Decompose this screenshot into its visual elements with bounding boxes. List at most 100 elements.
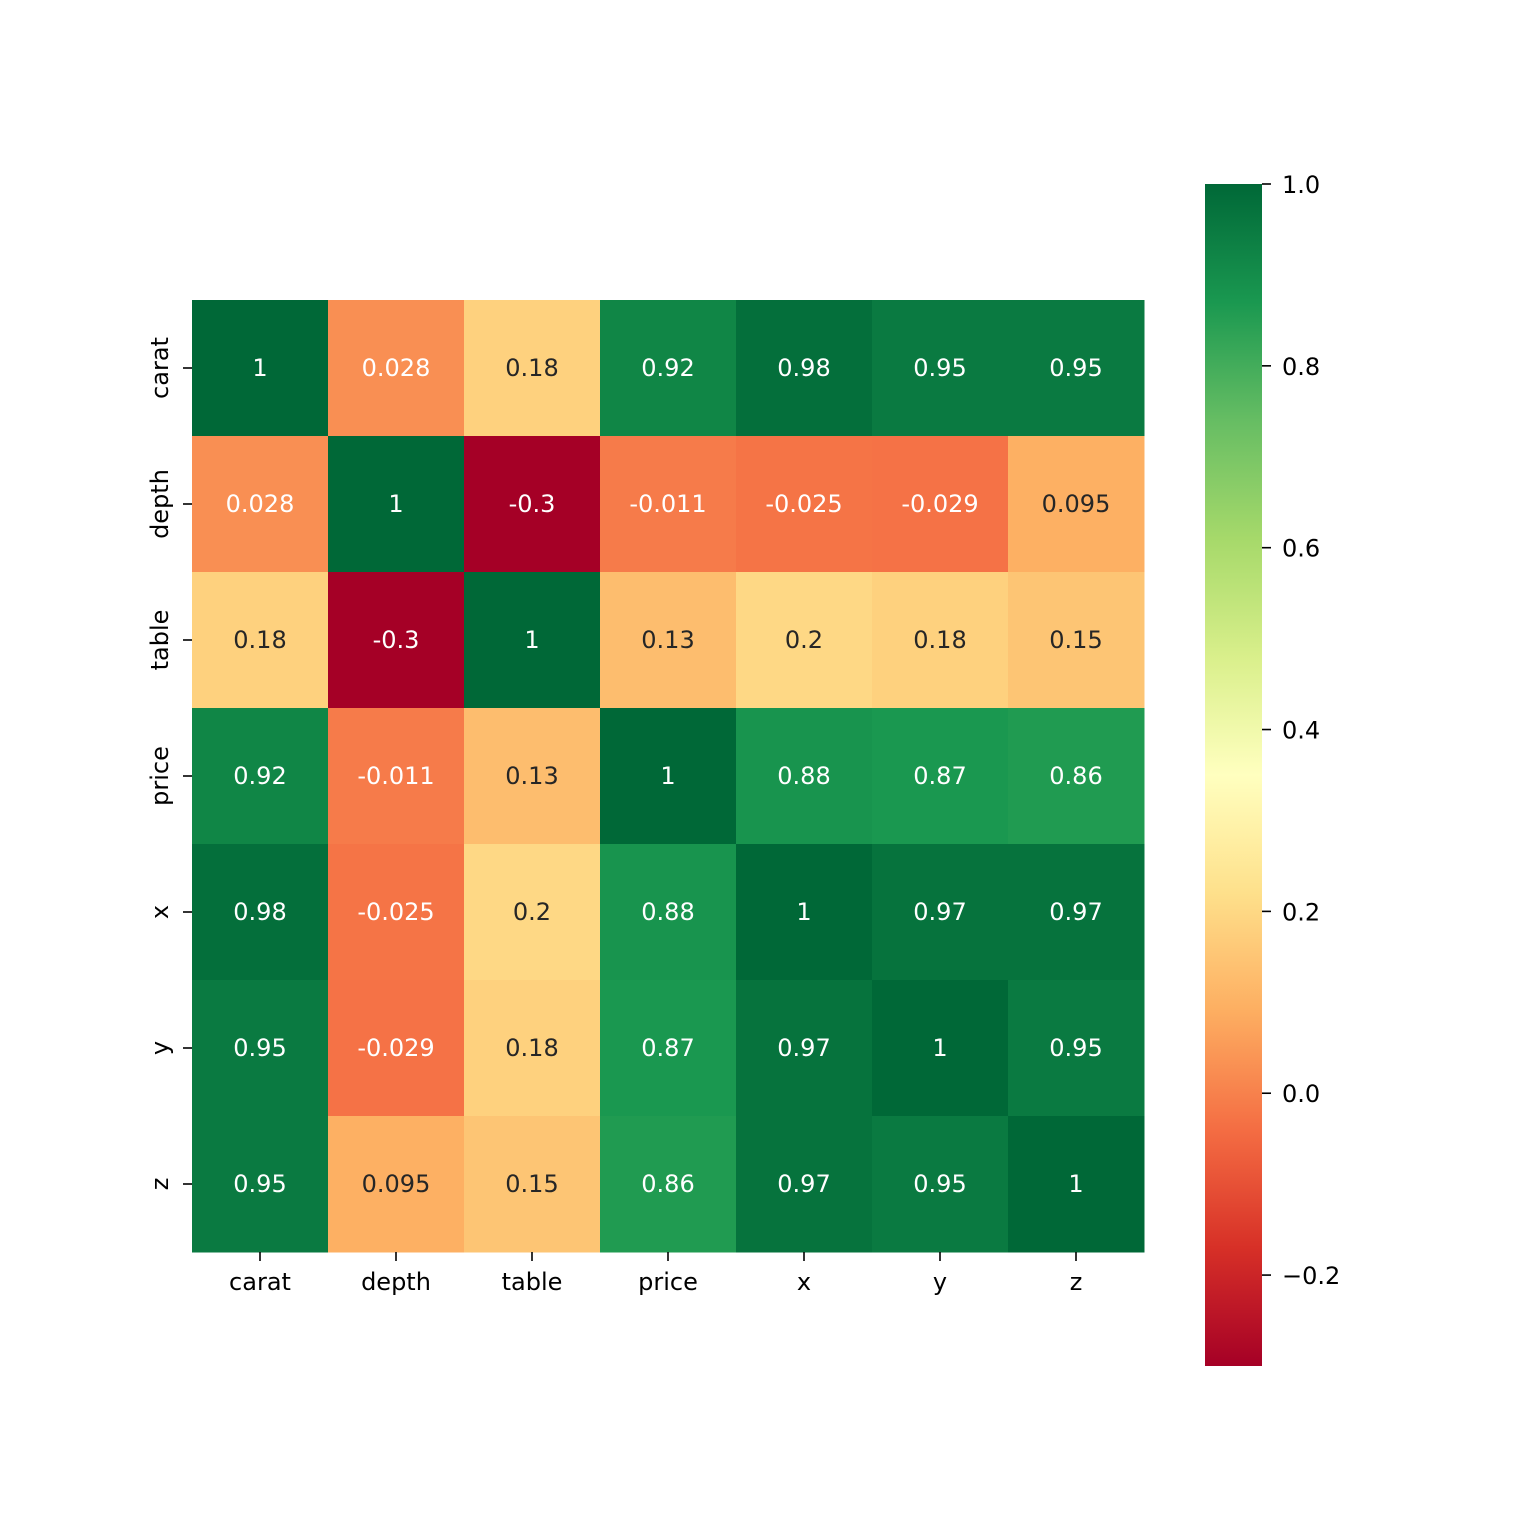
heatmap-cell	[1008, 708, 1145, 845]
cell-annotation: 0.2	[785, 626, 823, 654]
cell-annotation: 0.87	[641, 1034, 694, 1062]
heatmap-cell	[1008, 980, 1145, 1117]
cell-annotation: 0.95	[233, 1170, 286, 1198]
cell-annotations: 1 0.028 0.18 0.92 0.98 0.95 0.95 0.028 1 -0.3 -0.0…	[226, 354, 1111, 1198]
cell-annotation: 0.13	[641, 626, 694, 654]
heatmap-cell	[736, 980, 873, 1117]
cell-annotation: 1	[388, 490, 403, 518]
heatmap-cell	[328, 844, 465, 981]
heatmap-cell	[1008, 1116, 1145, 1253]
heatmap-cell	[736, 1116, 873, 1253]
y-tick-label: x	[146, 905, 174, 919]
colorbar-tick-label: 0.8	[1282, 353, 1320, 381]
cell-annotation: 0.92	[233, 762, 286, 790]
heatmap-cell	[464, 300, 601, 437]
cell-annotation: 0.97	[777, 1034, 830, 1062]
heatmap-cell	[192, 708, 329, 845]
heatmap-cell	[872, 1116, 1009, 1253]
cell-annotation: 0.95	[913, 354, 966, 382]
x-tick-label: table	[502, 1268, 563, 1296]
cell-annotation: 0.13	[505, 762, 558, 790]
heatmap-cell	[600, 300, 737, 437]
heatmap-cell	[872, 436, 1009, 573]
heatmap-cell	[872, 572, 1009, 709]
cell-annotation: -0.3	[509, 490, 556, 518]
cell-annotation: -0.029	[901, 490, 978, 518]
heatmap-cell	[1008, 436, 1145, 573]
colorbar-gradient	[1205, 184, 1262, 1366]
cell-annotation: 0.18	[913, 626, 966, 654]
cell-annotation: 0.18	[233, 626, 286, 654]
heatmap-cell	[192, 300, 329, 437]
colorbar: 1.0 0.8 0.6 0.4 0.2 0.0 −0.2	[1205, 171, 1340, 1366]
cell-annotation: 0.95	[913, 1170, 966, 1198]
cell-annotation: 0.88	[641, 898, 694, 926]
cell-annotation: 0.95	[233, 1034, 286, 1062]
y-tick-label: carat	[146, 337, 174, 399]
y-tick-label: z	[146, 1178, 174, 1191]
heatmap-cell	[736, 844, 873, 981]
heatmap-cell	[600, 844, 737, 981]
heatmap-cell	[600, 572, 737, 709]
heatmap-cell	[328, 1116, 465, 1253]
x-tick-label: y	[933, 1268, 947, 1296]
cell-annotation: 1	[252, 354, 267, 382]
x-tick-label: z	[1070, 1268, 1083, 1296]
cell-annotation: 0.97	[1049, 898, 1102, 926]
heatmap-cell	[1008, 572, 1145, 709]
heatmap-cell	[1008, 844, 1145, 981]
colorbar-tick-label: 0.0	[1282, 1080, 1320, 1108]
colorbar-tick-label: 1.0	[1282, 171, 1320, 199]
heatmap-cell	[736, 436, 873, 573]
y-tick-label: depth	[146, 469, 174, 539]
cell-annotation: 0.095	[362, 1170, 431, 1198]
colorbar-tick-label: 0.6	[1282, 535, 1320, 563]
colorbar-tick-label: −0.2	[1282, 1262, 1340, 1290]
x-tick-label: x	[797, 1268, 811, 1296]
heatmap-cell	[464, 844, 601, 981]
heatmap-cell	[328, 300, 465, 437]
cell-annotation: 0.97	[913, 898, 966, 926]
heatmap-cell	[464, 980, 601, 1117]
x-axis-ticks: carat depth table price x y z	[229, 1252, 1082, 1296]
cell-annotation: 1	[1068, 1170, 1083, 1198]
heatmap-cell	[600, 708, 737, 845]
cell-annotation: -0.025	[765, 490, 842, 518]
heatmap-cell	[736, 300, 873, 437]
cell-annotation: 1	[932, 1034, 947, 1062]
heatmap-cell	[872, 300, 1009, 437]
heatmap-cell	[600, 436, 737, 573]
heatmap-cell	[464, 436, 601, 573]
colorbar-tick-label: 0.4	[1282, 717, 1320, 745]
cell-annotation: 0.95	[1049, 354, 1102, 382]
y-tick-label: table	[146, 610, 174, 671]
heatmap-cell	[464, 1116, 601, 1253]
heatmap-cells	[192, 300, 1145, 1253]
heatmap-cell	[464, 572, 601, 709]
heatmap-cell	[328, 980, 465, 1117]
heatmap-cell	[192, 844, 329, 981]
cell-annotation: 1	[524, 626, 539, 654]
heatmap-cell	[600, 980, 737, 1117]
cell-annotation: -0.011	[357, 762, 434, 790]
cell-annotation: 0.028	[362, 354, 431, 382]
cell-annotation: 0.028	[226, 490, 295, 518]
cell-annotation: 0.18	[505, 354, 558, 382]
cell-annotation: 1	[660, 762, 675, 790]
heatmap-cell	[872, 708, 1009, 845]
cell-annotation: 0.86	[1049, 762, 1102, 790]
cell-annotation: 0.98	[777, 354, 830, 382]
cell-annotation: 0.95	[1049, 1034, 1102, 1062]
x-tick-label: price	[638, 1268, 698, 1296]
cell-annotation: 0.2	[513, 898, 551, 926]
cell-annotation: 0.095	[1042, 490, 1111, 518]
heatmap-cell	[328, 708, 465, 845]
cell-annotation: 0.87	[913, 762, 966, 790]
cell-annotation: 0.18	[505, 1034, 558, 1062]
y-axis-ticks: carat depth table price x y z	[146, 337, 192, 1190]
heatmap-cell	[872, 844, 1009, 981]
cell-annotation: 0.88	[777, 762, 830, 790]
heatmap-cell	[736, 708, 873, 845]
